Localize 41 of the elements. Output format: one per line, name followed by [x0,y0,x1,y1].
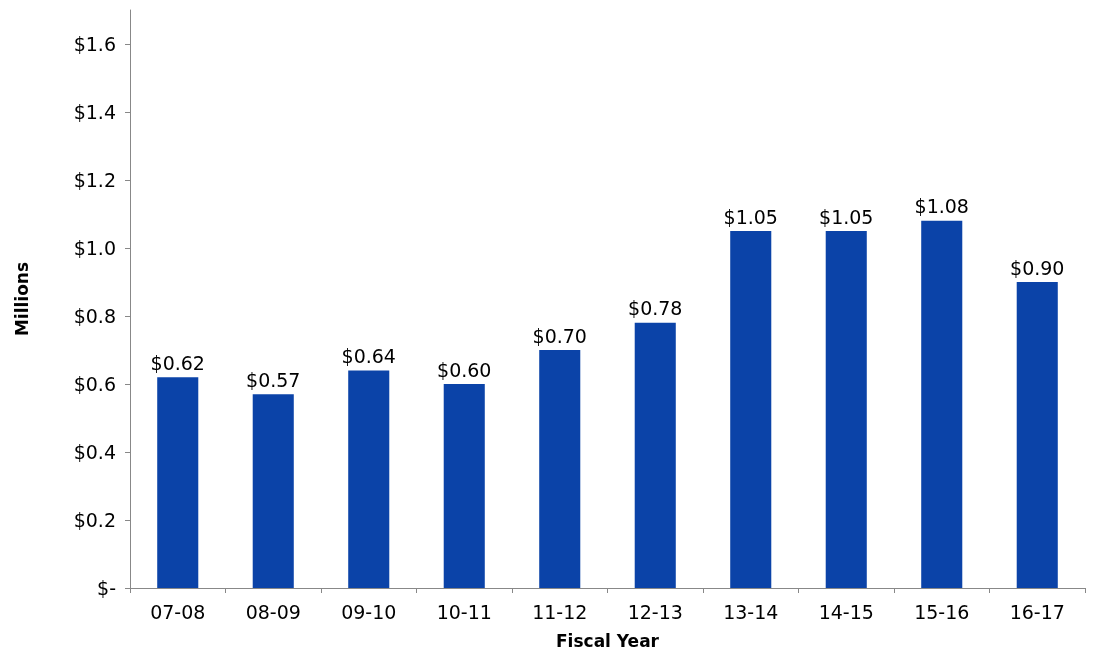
x-tick-label: 08-09 [245,600,301,623]
y-axis-title: Millions [11,261,32,337]
y-tick-label: $1.4 [73,101,116,123]
bar [634,322,676,588]
bar [1016,282,1058,588]
x-tick-label: 09-10 [341,600,397,623]
data-label: $0.60 [437,358,492,381]
y-tick-label: $0.2 [73,509,116,531]
y-tick-label: $0.8 [73,305,116,327]
x-tick-label: 07-08 [150,600,206,623]
x-tick-label: 14-15 [818,600,874,623]
data-label: $0.90 [1010,256,1065,279]
data-label: $0.57 [246,368,301,391]
y-tick-label: $1.2 [73,169,116,191]
x-tick-label: 16-17 [1009,600,1065,623]
bar [443,384,485,588]
y-tick-label: $1.0 [73,237,116,259]
y-tick-label: $- [97,577,116,599]
data-label: $0.78 [628,297,683,320]
data-label: $1.08 [914,195,969,218]
y-tick-label: $0.6 [73,373,116,395]
x-tick-label: 13-14 [723,600,779,623]
y-tick-label: $1.6 [73,33,116,55]
x-tick-label: 10-11 [436,600,492,623]
y-tick-label: $0.4 [73,441,116,463]
bar [921,220,963,588]
x-axis-title: Fiscal Year [556,630,660,651]
x-tick-label: 12-13 [627,600,683,623]
data-label: $1.05 [723,205,778,228]
data-label: $0.62 [150,351,205,374]
x-tick-label: 15-16 [914,600,970,623]
bar [252,394,294,588]
bar [539,350,581,588]
x-tick-label: 11-12 [532,600,588,623]
data-label: $0.64 [341,344,396,367]
bar [730,231,772,588]
bar [348,370,390,588]
bar [825,231,867,588]
bar [157,377,199,588]
data-label: $1.05 [819,205,874,228]
data-label: $0.70 [532,324,587,347]
